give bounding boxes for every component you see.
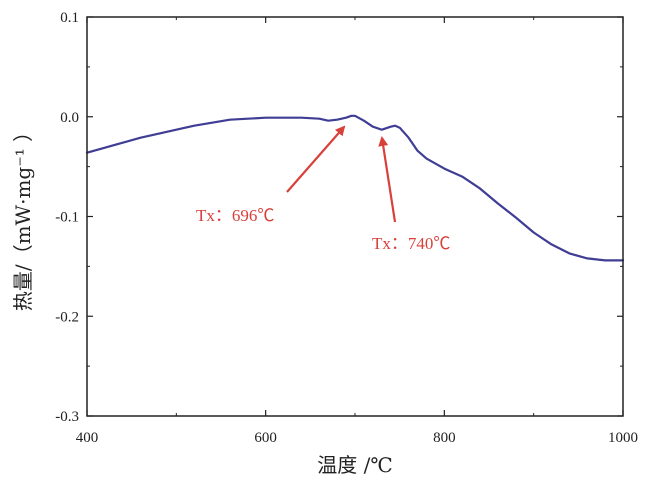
annotation-label-696: Tx：696℃ (196, 206, 274, 225)
plot-frame (86, 16, 624, 417)
x-tick-label: 600 (254, 430, 277, 446)
x-tick-label: 1000 (608, 430, 638, 446)
x-tick-label: 800 (433, 430, 456, 446)
y-tick-label: -0.1 (55, 210, 79, 226)
y-axis-title: 热量/（mW·mg⁻¹ ） (11, 122, 35, 311)
y-tick-label: -0.2 (55, 309, 79, 325)
dsc-curve (85, 114, 625, 262)
x-axis-title: 温度 /℃ (317, 453, 392, 477)
y-tick-label: -0.3 (55, 409, 79, 425)
annotation-label-740: Tx：740℃ (372, 234, 450, 253)
x-tick-label: 400 (76, 430, 99, 446)
y-tick-label: 0.0 (60, 110, 79, 126)
y-tick-label: 0.1 (60, 10, 79, 26)
annotation-arrow-740 (378, 136, 397, 223)
annotation-arrow-696 (286, 125, 346, 193)
